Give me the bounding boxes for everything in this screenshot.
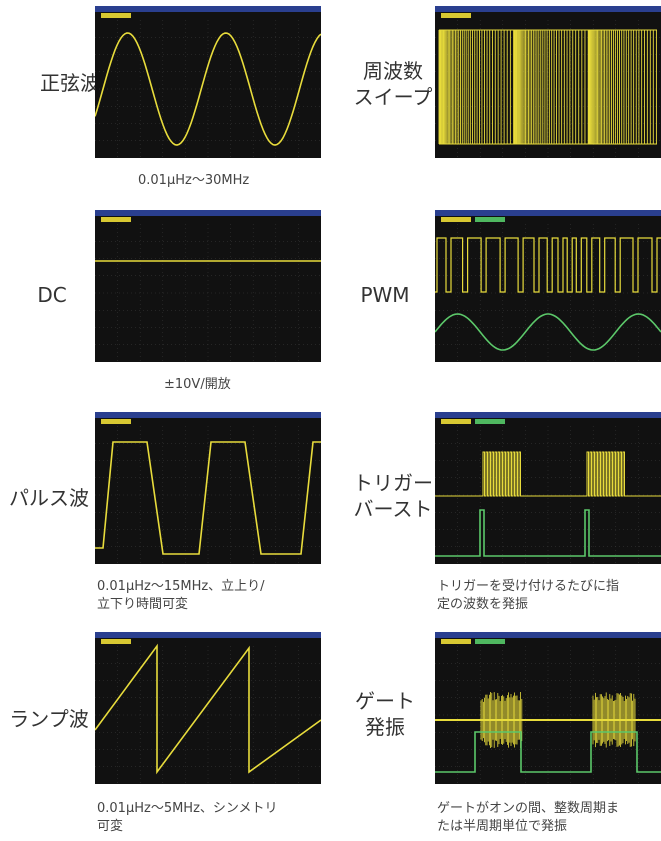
scope-sine	[95, 6, 321, 158]
scope-burst	[435, 412, 661, 564]
scope-screen	[95, 632, 321, 784]
scope-screen	[95, 6, 321, 158]
scope-screen	[435, 632, 661, 784]
caption-pulse: 0.01μHz～15MHz、立上り/ 立下り時間可変	[97, 578, 327, 614]
scope-pulse	[95, 412, 321, 564]
scope-screen	[435, 412, 661, 564]
title-bar	[435, 412, 661, 418]
caption-gate: ゲートがオンの間、整数周期ま たは半周期単位で発振	[437, 800, 659, 836]
title-bar	[95, 412, 321, 418]
label-pulse: パルス波	[4, 485, 94, 511]
scope-screen	[95, 412, 321, 564]
scope-sweep	[435, 6, 661, 158]
title-bar	[95, 210, 321, 216]
scope-screen	[435, 210, 661, 362]
scope-pwm	[435, 210, 661, 362]
title-bar	[95, 632, 321, 638]
caption-burst: トリガーを受け付けるたびに指 定の波数を発振	[437, 578, 659, 614]
title-bar	[95, 6, 321, 12]
caption-ramp: 0.01μHz～5MHz、シンメトリ 可変	[97, 800, 327, 836]
label-sweep: 周波数 スイープ	[348, 58, 438, 110]
label-gate: ゲート 発振	[355, 688, 415, 740]
caption-sine: 0.01μHz～30MHz	[138, 172, 249, 190]
title-bar	[435, 632, 661, 638]
scope-dc	[95, 210, 321, 362]
title-bar	[435, 6, 661, 12]
title-bar	[435, 210, 661, 216]
scope-screen	[435, 6, 661, 158]
scope-screen	[95, 210, 321, 362]
label-dc: DC	[22, 282, 82, 308]
label-pwm: PWM	[355, 282, 415, 308]
label-ramp: ランプ波	[4, 706, 94, 732]
scope-ramp	[95, 632, 321, 784]
label-sine: 正弦波	[40, 70, 100, 96]
label-burst: トリガー バースト	[348, 470, 438, 522]
caption-dc: ±10V/開放	[164, 376, 231, 394]
scope-gate	[435, 632, 661, 784]
